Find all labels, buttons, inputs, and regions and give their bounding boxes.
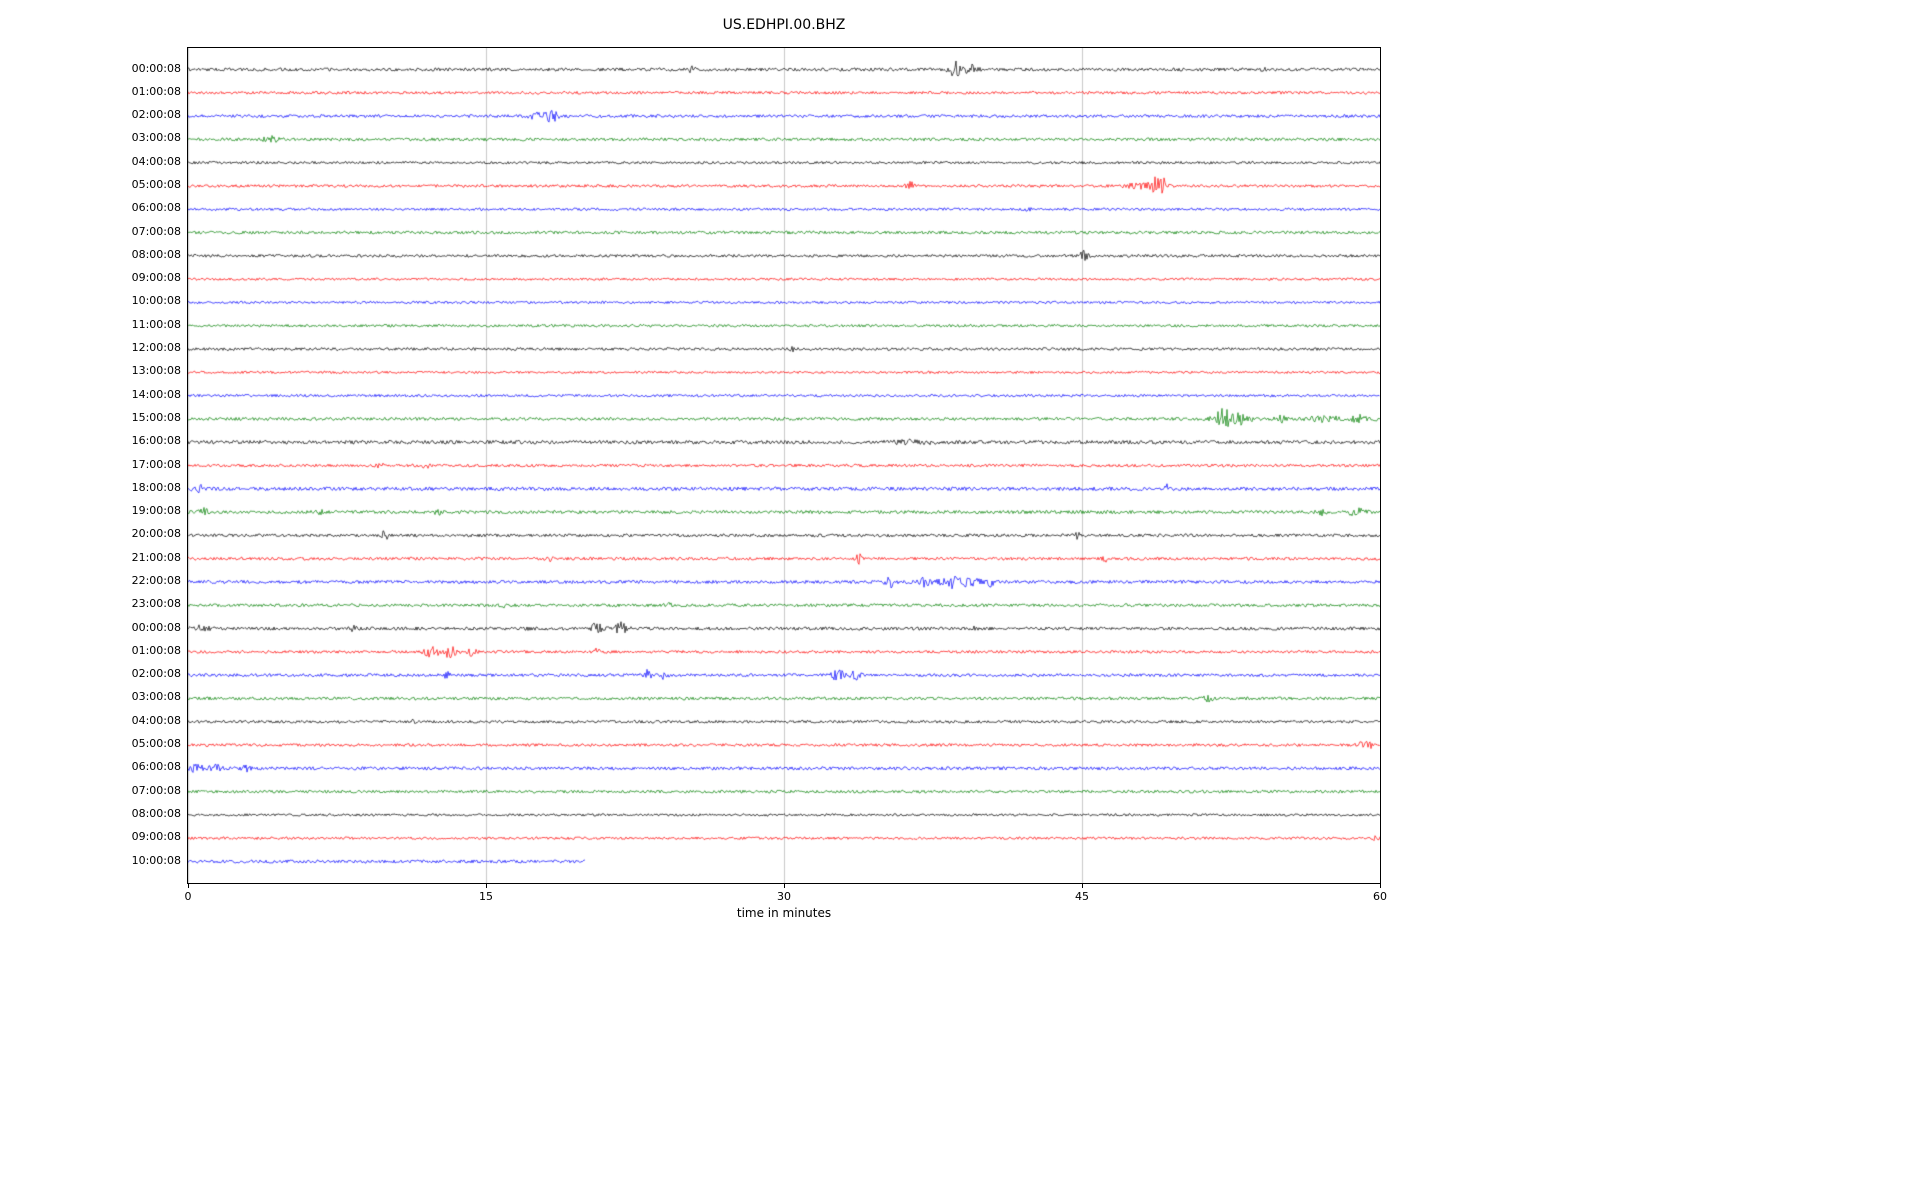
trace-label: 10:00:08 bbox=[131, 853, 181, 867]
trace-label: 07:00:08 bbox=[131, 224, 181, 238]
seismogram-canvas bbox=[188, 48, 1380, 883]
trace-label: 15:00:08 bbox=[131, 410, 181, 424]
trace-label: 05:00:08 bbox=[131, 737, 181, 751]
trace-label: 12:00:08 bbox=[131, 341, 181, 355]
trace-label: 10:00:08 bbox=[131, 294, 181, 308]
trace-label: 04:00:08 bbox=[131, 154, 181, 168]
trace-label: 00:00:08 bbox=[131, 61, 181, 75]
trace-label: 11:00:08 bbox=[131, 317, 181, 331]
chart-title: US.EDHPI.00.BHZ bbox=[722, 17, 846, 33]
trace-label: 02:00:08 bbox=[131, 667, 181, 681]
x-tick-mark bbox=[784, 884, 785, 888]
x-tick-mark bbox=[1082, 884, 1083, 888]
trace-label: 22:00:08 bbox=[131, 573, 181, 587]
trace-label: 01:00:08 bbox=[131, 84, 181, 98]
trace-label: 20:00:08 bbox=[131, 527, 181, 541]
trace-label: 19:00:08 bbox=[131, 504, 181, 518]
trace-label: 09:00:08 bbox=[131, 830, 181, 844]
trace-label: 03:00:08 bbox=[131, 690, 181, 704]
x-tick-label: 0 bbox=[184, 890, 192, 903]
x-tick-mark bbox=[486, 884, 487, 888]
trace-label: 06:00:08 bbox=[131, 201, 181, 215]
plot-area bbox=[187, 47, 1381, 884]
trace-label: 13:00:08 bbox=[131, 364, 181, 378]
trace-label: 04:00:08 bbox=[131, 713, 181, 727]
x-tick-label: 30 bbox=[777, 890, 791, 903]
trace-label: 00:00:08 bbox=[131, 620, 181, 634]
trace-label: 07:00:08 bbox=[131, 783, 181, 797]
trace-label: 05:00:08 bbox=[131, 177, 181, 191]
trace-label: 17:00:08 bbox=[131, 457, 181, 471]
trace-label: 23:00:08 bbox=[131, 597, 181, 611]
x-tick-mark bbox=[1380, 884, 1381, 888]
x-tick-label: 45 bbox=[1075, 890, 1089, 903]
x-tick-mark bbox=[188, 884, 189, 888]
trace-label: 16:00:08 bbox=[131, 434, 181, 448]
trace-label: 18:00:08 bbox=[131, 480, 181, 494]
trace-label: 14:00:08 bbox=[131, 387, 181, 401]
trace-label: 02:00:08 bbox=[131, 108, 181, 122]
trace-label: 03:00:08 bbox=[131, 131, 181, 145]
trace-label: 06:00:08 bbox=[131, 760, 181, 774]
x-axis-label: time in minutes bbox=[736, 906, 832, 920]
trace-label: 08:00:08 bbox=[131, 247, 181, 261]
trace-label: 09:00:08 bbox=[131, 271, 181, 285]
trace-label: 01:00:08 bbox=[131, 643, 181, 657]
trace-label: 08:00:08 bbox=[131, 806, 181, 820]
x-tick-label: 15 bbox=[479, 890, 493, 903]
trace-label: 21:00:08 bbox=[131, 550, 181, 564]
x-tick-label: 60 bbox=[1373, 890, 1387, 903]
